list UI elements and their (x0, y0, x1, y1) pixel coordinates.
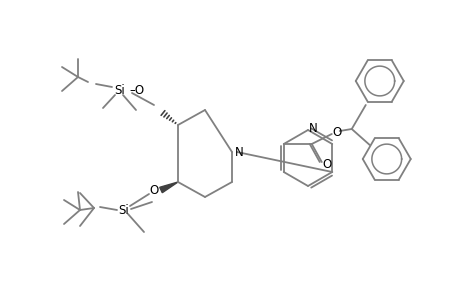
Text: Si: Si (114, 83, 125, 97)
Polygon shape (159, 182, 178, 193)
Text: O: O (149, 184, 158, 197)
Text: –O: –O (129, 83, 144, 97)
Text: Si: Si (118, 203, 129, 217)
Text: N: N (308, 122, 317, 134)
Text: N: N (234, 146, 243, 158)
Text: O: O (321, 158, 330, 170)
Text: O: O (331, 125, 341, 139)
